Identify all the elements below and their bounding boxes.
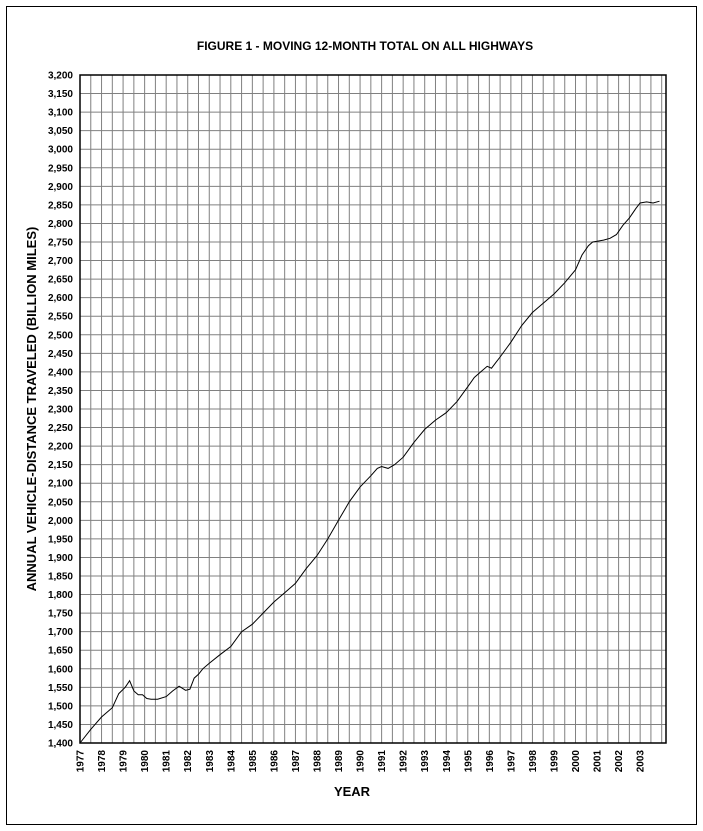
plot-border [79, 74, 667, 744]
y-tick-label: 1,750 [48, 609, 73, 620]
x-tick-label: 1992 [399, 750, 410, 773]
y-tick-label: 2,650 [48, 275, 73, 286]
y-tick-label: 1,450 [48, 720, 73, 731]
y-tick-label: 3,100 [48, 108, 73, 119]
y-tick-label: 3,200 [48, 71, 73, 82]
x-tick-label: 1989 [334, 750, 345, 773]
x-tick-label: 1985 [248, 750, 259, 773]
y-tick-label: 2,900 [48, 182, 73, 193]
x-tick-label: 1995 [463, 750, 474, 773]
x-tick-label: 1984 [226, 750, 237, 773]
y-tick-label: 2,800 [48, 219, 73, 230]
y-tick-label: 1,950 [48, 534, 73, 545]
y-tick-label: 1,550 [48, 683, 73, 694]
y-tick-label: 2,200 [48, 442, 73, 453]
y-tick-label: 2,700 [48, 256, 73, 267]
y-tick-label: 2,450 [48, 349, 73, 360]
x-tick-label: 1982 [183, 750, 194, 773]
x-tick-label: 1996 [485, 750, 496, 773]
y-tick-label: 2,400 [48, 367, 73, 378]
x-tick-label: 1981 [162, 750, 173, 773]
x-tick-label: 1979 [119, 750, 130, 773]
x-tick-label: 1983 [205, 750, 216, 773]
x-axis-label: YEAR [334, 784, 371, 799]
y-tick-label: 2,550 [48, 312, 73, 323]
y-tick-label: 1,500 [48, 701, 73, 712]
grid [80, 74, 666, 744]
y-tick-label: 1,700 [48, 627, 73, 638]
y-tick-label: 2,150 [48, 460, 73, 471]
x-tick-label: 1998 [528, 750, 539, 773]
series-line [79, 200, 660, 744]
x-tick-label: 1997 [506, 750, 517, 773]
x-tick-label: 1977 [76, 750, 87, 773]
x-tick-label: 2001 [593, 750, 604, 773]
y-tick-label: 2,750 [48, 238, 73, 249]
y-tick-label: 1,800 [48, 590, 73, 601]
y-tick-label: 2,050 [48, 497, 73, 508]
x-tick-label: 1980 [140, 750, 151, 773]
x-tick-label: 2003 [636, 750, 647, 773]
y-tick-label: 1,600 [48, 664, 73, 675]
x-tick-label: 1978 [97, 750, 108, 773]
x-tick-label: 1990 [356, 750, 367, 773]
x-tick-label: 2000 [571, 750, 582, 773]
chart-title: FIGURE 1 - MOVING 12-MONTH TOTAL ON ALL … [197, 39, 533, 53]
y-tick-label: 3,150 [48, 89, 73, 100]
x-tick-label: 1993 [420, 750, 431, 773]
y-tick-label: 2,100 [48, 479, 73, 490]
y-tick-label: 2,250 [48, 423, 73, 434]
y-tick-label: 3,000 [48, 145, 73, 156]
y-tick-label: 2,850 [48, 200, 73, 211]
y-tick-label: 1,650 [48, 646, 73, 657]
y-tick-label: 2,000 [48, 516, 73, 527]
x-tick-label: 1994 [442, 750, 453, 773]
y-axis-ticks: 1,400 1,450 1,500 1,550 1,600 1,650 1,700 1,750… [48, 71, 73, 750]
y-tick-label: 2,500 [48, 330, 73, 341]
y-tick-label: 1,850 [48, 572, 73, 583]
y-tick-label: 1,400 [48, 739, 73, 750]
y-tick-label: 2,350 [48, 386, 73, 397]
y-tick-label: 2,300 [48, 405, 73, 416]
x-axis-ticks: 1977 1978 1979 1980 1981 1982 1983 1984 1985 1986… [76, 750, 647, 773]
x-tick-label: 1986 [269, 750, 280, 773]
y-tick-label: 1,900 [48, 553, 73, 564]
y-tick-label: 2,600 [48, 293, 73, 304]
y-tick-label: 2,950 [48, 163, 73, 174]
x-tick-label: 2002 [614, 750, 625, 773]
x-tick-label: 1988 [312, 750, 323, 773]
x-tick-label: 1991 [377, 750, 388, 773]
x-tick-label: 1987 [291, 750, 302, 773]
x-tick-label: 1999 [549, 750, 560, 773]
y-tick-label: 3,050 [48, 126, 73, 137]
y-axis-label: ANNUAL VEHICLE-DISTANCE TRAVELED (BILLIO… [24, 227, 39, 592]
